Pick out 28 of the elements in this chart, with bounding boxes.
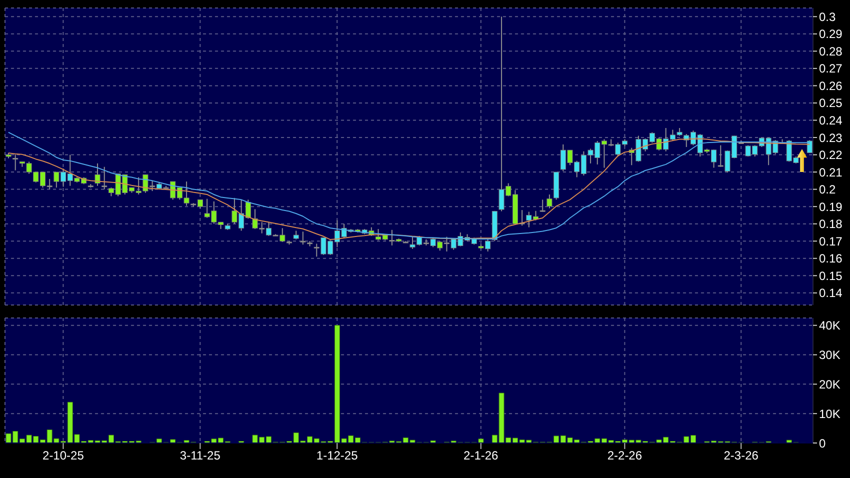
y-tick-label: 0.21 bbox=[819, 165, 843, 180]
y-tick-label: 0.3 bbox=[819, 10, 836, 24]
y-tick-label: 20K bbox=[819, 377, 840, 392]
y-tick-label: 0.24 bbox=[819, 114, 843, 128]
x-tick-label: 1-12-25 bbox=[316, 448, 358, 463]
y-tick-label: 0.29 bbox=[819, 27, 843, 42]
y-tick-label: 30K bbox=[819, 348, 840, 362]
y-tick-label: 0.25 bbox=[819, 96, 843, 110]
y-tick-label: 0.17 bbox=[819, 234, 843, 248]
y-tick-label: 0.26 bbox=[819, 78, 843, 93]
y-tick-label: 0.27 bbox=[819, 62, 843, 76]
x-tick-label: 2-10-25 bbox=[42, 448, 84, 463]
y-tick-label: 0.15 bbox=[819, 268, 843, 283]
y-tick-label: 0 bbox=[819, 436, 826, 450]
y-tick-label: 40K bbox=[819, 318, 840, 333]
y-tick-label: 0.28 bbox=[819, 44, 843, 58]
y-tick-label: 10K bbox=[819, 406, 840, 421]
x-tick-label: 3-11-25 bbox=[180, 448, 221, 463]
y-tick-label: 0.22 bbox=[819, 148, 843, 162]
x-tick-label: 2-3-26 bbox=[724, 448, 759, 463]
x-tick-label: 2-2-26 bbox=[607, 448, 642, 463]
y-tick-label: 0.16 bbox=[819, 252, 843, 266]
y-tick-label: 0.23 bbox=[819, 130, 843, 145]
y-tick-label: 0.19 bbox=[819, 200, 843, 214]
y-tick-label: 0.18 bbox=[819, 217, 843, 232]
x-tick-label: 2-1-26 bbox=[464, 448, 499, 463]
y-tick-label: 0.2 bbox=[819, 182, 836, 197]
y-tick-label: 0.14 bbox=[819, 286, 843, 300]
